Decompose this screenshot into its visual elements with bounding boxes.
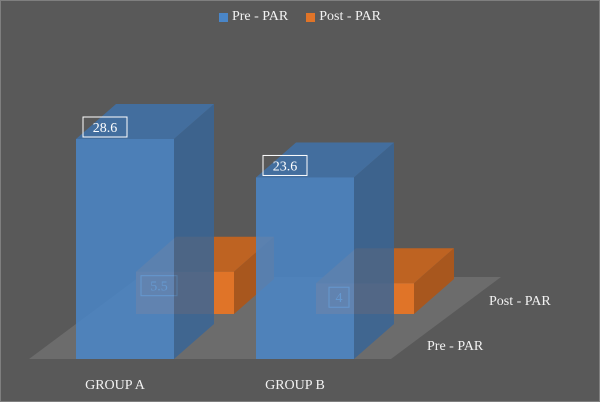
bar-pre-par-1: [256, 177, 354, 359]
bar-pre-par-0-top: [76, 104, 214, 139]
data-label-pre-par-0-box: [82, 116, 128, 138]
bar-pre-par-0: [76, 139, 174, 359]
bar-pre-par-1-side: [354, 142, 394, 359]
legend-swatch-pre-par: [218, 12, 228, 22]
legend-label-post-par: Post - PAR: [319, 9, 382, 24]
bar-pre-par-1-top: [256, 142, 394, 178]
legend: Pre - PAR Post - PAR: [1, 9, 599, 25]
legend-swatch-post-par: [306, 12, 316, 22]
data-label-pre-par-0: 28.6: [93, 121, 118, 136]
x-tick-label-0: GROUP A: [85, 378, 146, 393]
depth-label-post-par: Post - PAR: [489, 294, 551, 309]
bar-post-par-1-side: [414, 248, 454, 314]
data-label-pre-par-1: 23.6: [273, 159, 298, 174]
legend-label-pre-par: Pre - PAR: [231, 9, 289, 24]
legend-item-post-par: Post - PAR: [306, 9, 381, 25]
bar-pre-par-0-side: [174, 104, 214, 359]
data-label-pre-par-1-box: [262, 154, 308, 176]
x-tick-label-1: GROUP B: [265, 378, 325, 393]
depth-label-pre-par: Pre - PAR: [427, 339, 484, 354]
legend-item-pre-par: Pre - PAR: [218, 9, 289, 25]
